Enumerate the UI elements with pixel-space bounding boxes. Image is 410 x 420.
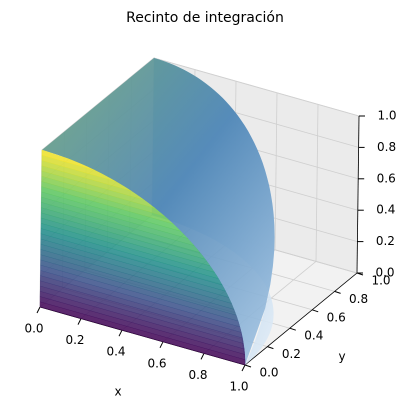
x-tick xyxy=(77,318,82,325)
y-tick xyxy=(334,290,341,294)
z-tick-label: 0.4 xyxy=(376,203,395,217)
x-axis-label: x xyxy=(114,385,121,399)
x-tick-label: 0.0 xyxy=(24,322,43,336)
x-tick xyxy=(118,329,123,337)
y-axis-label: y xyxy=(338,350,345,364)
z-tick-label: 1.0 xyxy=(377,109,396,123)
y-tick-label: 0.6 xyxy=(327,310,346,324)
grid-line xyxy=(153,57,360,117)
x-tick-label: 1.0 xyxy=(229,380,248,394)
y-tick-label: 0.4 xyxy=(304,329,323,343)
y-tick xyxy=(312,309,319,313)
x-tick-label: 0.4 xyxy=(106,345,125,359)
x-tick xyxy=(36,306,41,314)
x-tick xyxy=(241,364,246,372)
x-tick-label: 0.8 xyxy=(188,368,207,382)
z-axis xyxy=(356,115,360,274)
x-tick xyxy=(159,341,164,349)
x-tick-label: 0.2 xyxy=(65,333,84,347)
grid-line xyxy=(315,104,319,262)
x-tick xyxy=(200,353,205,360)
y-tick xyxy=(267,346,274,350)
z-tick-label: 0.8 xyxy=(377,140,396,154)
y-axis xyxy=(244,272,358,366)
top-surface xyxy=(42,58,275,365)
z-tick-label: 0.2 xyxy=(376,234,395,248)
grid-line xyxy=(274,92,278,250)
z-tick-label: 0.6 xyxy=(377,171,396,185)
x-tick-label: 0.6 xyxy=(147,356,166,370)
front-surface-band xyxy=(41,149,95,171)
y-tick-label: 0.2 xyxy=(282,347,301,361)
y-tick xyxy=(244,364,252,368)
y-tick-label: 0.8 xyxy=(349,292,368,306)
chart-title: Recinto de integración xyxy=(126,10,284,26)
z-tick-label: 0.0 xyxy=(375,266,394,280)
y-tick-label: 0.0 xyxy=(259,366,278,380)
y-tick-label: 1.0 xyxy=(371,274,390,288)
y-tick xyxy=(289,327,296,331)
